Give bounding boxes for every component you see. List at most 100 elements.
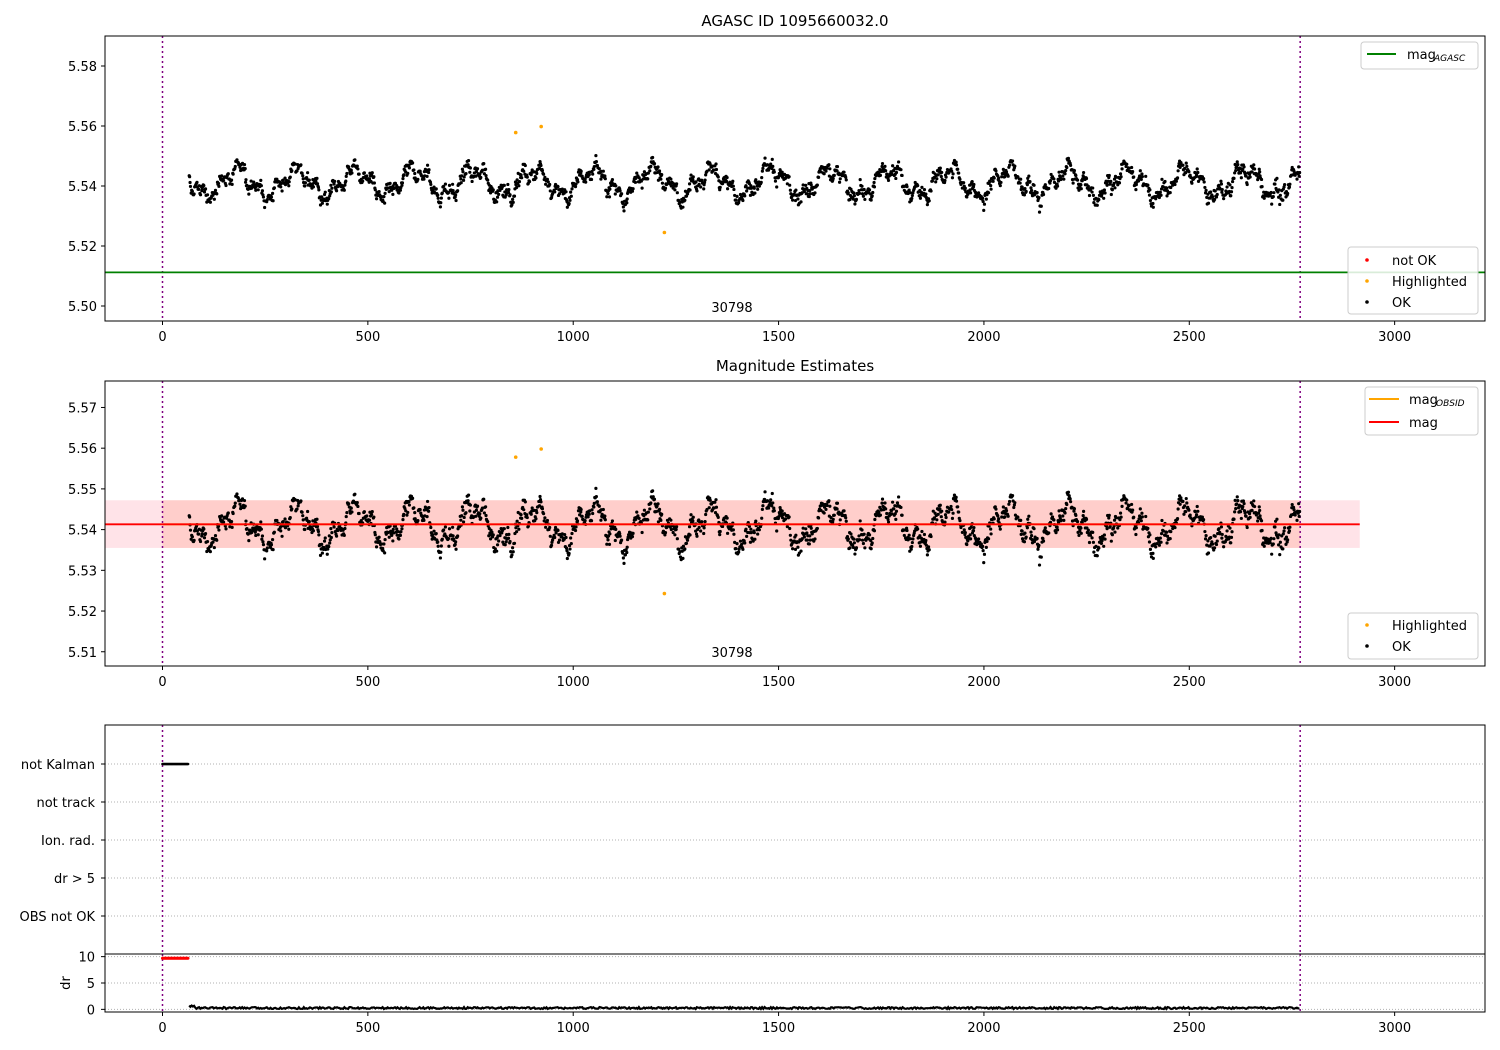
estimates-ok-point [684, 541, 689, 545]
estimates-ok-point [482, 497, 486, 501]
agasc-ok-point [1134, 183, 1138, 187]
estimates-ok-point [1250, 508, 1254, 513]
estimates-ok-point [432, 529, 436, 533]
agasc-ok-point [365, 174, 369, 178]
agasc-ok-point [825, 166, 829, 170]
estimates-ok-point [770, 504, 774, 508]
estimates-ok-point [886, 517, 890, 522]
agasc-ok-point [505, 188, 509, 192]
estimates-ok-point [1072, 507, 1077, 511]
agasc-ok-point [256, 188, 260, 192]
agasc-ok-point [546, 180, 550, 184]
agasc-ok-point [725, 187, 730, 191]
agasc-ok-point [998, 184, 1002, 188]
agasc-ok-point [307, 178, 311, 182]
estimates-ok-point [416, 518, 420, 523]
estimates-ok-point [393, 524, 398, 528]
agasc-ok-point [835, 169, 839, 173]
agasc-y-tick-label: 5.56 [68, 120, 97, 135]
estimates-ok-point [766, 506, 771, 510]
agasc-ok-point [1151, 205, 1155, 209]
estimates-ok-point [1229, 535, 1234, 540]
estimates-ok-point [491, 533, 495, 537]
agasc-ok-point [943, 178, 947, 183]
agasc-ok-point [950, 169, 954, 173]
estimates-ok-point [939, 515, 943, 519]
estimates-ok-point [1114, 516, 1118, 520]
agasc-ok-point [491, 188, 495, 192]
estimates-ok-point [413, 511, 417, 515]
estimates-ok-point [927, 548, 931, 552]
estimates-ok-point [507, 532, 511, 537]
agasc-ok-point [718, 185, 722, 189]
estimates-ok-point [372, 515, 376, 519]
estimates-ok-point [981, 544, 985, 548]
estimates-ok-point [916, 527, 920, 531]
estimates-ok-point [345, 511, 349, 515]
agasc-ok-point [283, 176, 287, 180]
estimates-ok-point [1116, 526, 1120, 530]
agasc-ok-point [1103, 191, 1107, 195]
estimates-ok-point [1262, 544, 1266, 548]
agasc-ok-point [584, 180, 588, 184]
estimates-panel: Magnitude Estimates 0 500 1000 1500 2000 2500… [68, 357, 1486, 690]
estimates-ok-point [330, 531, 334, 535]
estimates-ok-point [1204, 533, 1208, 538]
agasc-ok-point [929, 189, 933, 193]
agasc-ok-point [314, 179, 318, 183]
estimates-ok-point [1182, 512, 1186, 516]
agasc-ok-point [1147, 193, 1152, 197]
agasc-ok-point [780, 170, 784, 174]
agasc-legend-label: Highlighted [1392, 275, 1467, 290]
estimates-ok-point [1225, 529, 1229, 533]
estimates-ok-point [1079, 531, 1083, 535]
agasc-ok-point [383, 191, 387, 195]
agasc-ok-point [212, 197, 216, 201]
estimates-ok-point [438, 556, 443, 560]
estimates-ok-point [1292, 508, 1296, 512]
estimates-ok-point [1194, 513, 1199, 517]
estimates-ok-point [705, 507, 709, 512]
agasc-ok-point [594, 154, 598, 158]
estimates-ok-point [824, 507, 828, 511]
agasc-ok-point [1159, 193, 1163, 197]
estimates-ok-point [1029, 530, 1033, 534]
agasc-ok-point [944, 175, 948, 179]
agasc-ok-point [388, 181, 392, 185]
estimates-ok-point [699, 529, 703, 533]
agasc-ok-point [400, 181, 405, 185]
estimates-ok-point [979, 542, 983, 546]
estimates-ok-point [509, 550, 513, 554]
agasc-x-tick-label: 3000 [1378, 330, 1411, 345]
estimates-ok-point [614, 527, 618, 532]
agasc-ok-point [1213, 189, 1217, 193]
agasc-ok-point [515, 178, 519, 182]
estimates-ok-point [981, 549, 985, 553]
estimates-legend-label: OK [1392, 640, 1411, 655]
estimates-legend-marker [1365, 623, 1369, 627]
estimates-ok-point [624, 548, 628, 552]
agasc-ok-point [1037, 210, 1042, 214]
estimates-ok-point [1091, 540, 1096, 544]
estimates-ok-point [590, 508, 594, 512]
agasc-ok-point [502, 183, 506, 187]
estimates-ok-point [506, 536, 511, 540]
agasc-ok-point [863, 197, 867, 202]
agasc-ok-point [724, 179, 729, 183]
estimates-ok-point [992, 517, 996, 521]
agasc-ok-point [744, 184, 748, 188]
estimates-ok-point [270, 538, 275, 542]
estimates-ok-point [1065, 502, 1069, 507]
agasc-ok-point [556, 184, 560, 189]
estimates-ok-point [949, 504, 953, 509]
estimates-ok-point [938, 507, 942, 511]
agasc-ok-point [813, 191, 817, 195]
estimates-ok-point [623, 553, 628, 557]
agasc-ok-point [396, 185, 400, 189]
agasc-ok-point [468, 166, 472, 170]
estimates-ok-point [1064, 506, 1068, 511]
estimates-ok-point [925, 553, 930, 557]
agasc-ok-point [279, 181, 284, 185]
agasc-ok-point [436, 193, 440, 197]
